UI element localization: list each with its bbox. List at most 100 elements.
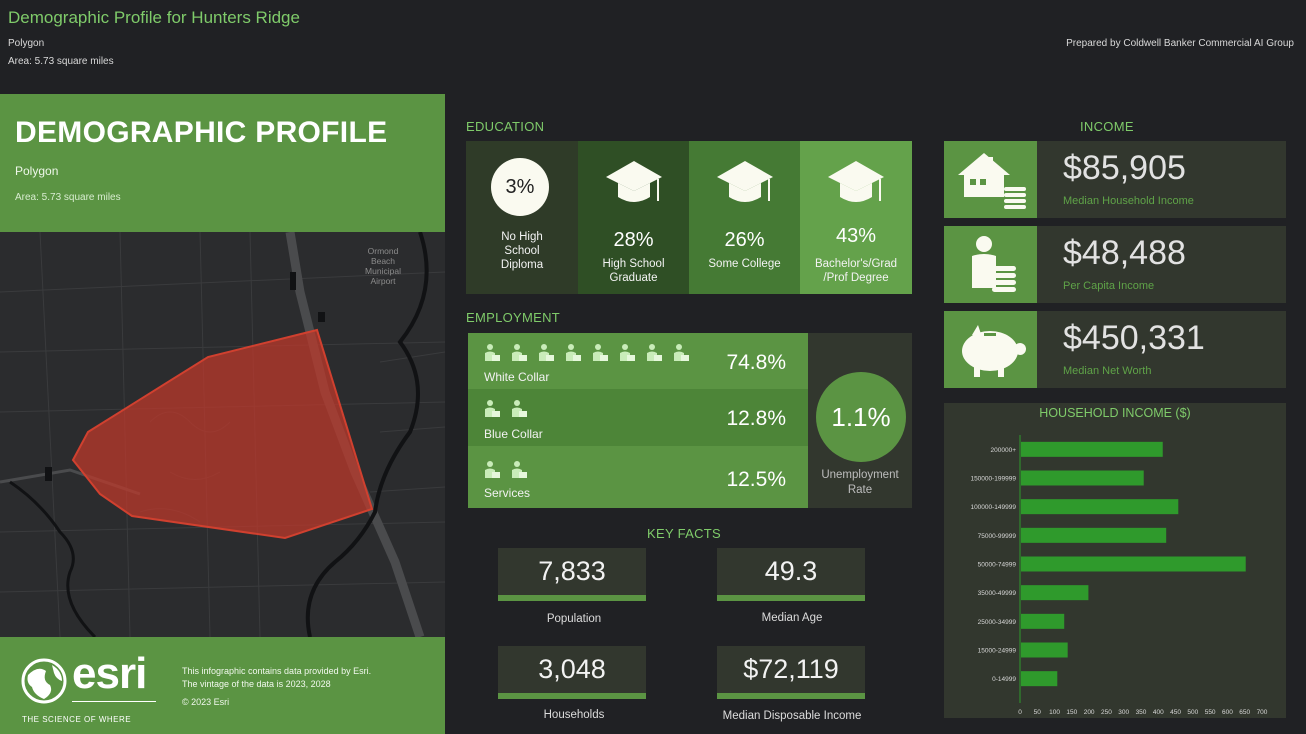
footer-panel <box>0 637 445 734</box>
logo-rule <box>72 701 156 702</box>
edu-pct: 28% <box>613 229 654 251</box>
edu-pct: 43% <box>835 225 877 247</box>
income-net-worth: $450,331 Median Net Worth <box>1037 311 1286 388</box>
bar-35000-49999 <box>1021 585 1089 601</box>
worker-icon <box>483 399 501 424</box>
unemployment-value: 1.1% <box>816 372 906 462</box>
x-tick-label: 300 <box>1118 709 1129 716</box>
category-label: 35000-49999 <box>978 590 1017 597</box>
edu-label: No High School Diploma <box>500 231 544 271</box>
unemployment-label: Unemployment Rate <box>821 469 899 496</box>
bar-75000-99999 <box>1021 527 1167 543</box>
worker-icons <box>483 460 528 485</box>
profile-header-panel <box>0 94 445 232</box>
edu-label: Some College <box>708 258 781 270</box>
emp-value: 12.8% <box>726 407 786 430</box>
key-facts-title: KEY FACTS <box>647 526 721 541</box>
emp-value: 74.8% <box>726 351 786 374</box>
bar-150000-199999 <box>1021 470 1144 486</box>
bar-15000-24999 <box>1021 642 1068 658</box>
worker-icon <box>645 343 663 368</box>
x-tick-label: 200 <box>1084 709 1095 716</box>
edu-bachelors: 43% Bachelor's/Grad /Prof Degree <box>800 141 912 294</box>
prepared-by: Prepared by Coldwell Banker Commercial A… <box>1066 38 1294 49</box>
category-label: 150000-199999 <box>970 476 1016 483</box>
airport-label: Ormond Beach Municipal Airport <box>365 246 401 286</box>
emp-value: 12.5% <box>726 468 786 491</box>
graduation-cap-icon <box>828 161 884 202</box>
worker-icon <box>591 343 609 368</box>
logo-wordmark: esri <box>72 649 147 698</box>
worker-icon <box>510 460 528 485</box>
footer-copyright: © 2023 Esri <box>182 697 230 707</box>
worker-icons <box>483 343 690 368</box>
worker-icon <box>564 343 582 368</box>
income-icon-tile <box>944 226 1037 303</box>
edu-pct-circle: 3% <box>491 158 549 216</box>
esri-logo: esri THE SCIENCE OF WHERE <box>20 649 160 727</box>
household-income-chart: 200000+ 150000-199999 100000-149999 75000-9… <box>970 435 1268 716</box>
emp-row-services: Services 12.5% <box>468 446 808 508</box>
x-tick-label: 550 <box>1205 709 1216 716</box>
kf-households-value: 3,048 <box>498 646 646 699</box>
kf-median-age-label: Median Age <box>761 612 823 624</box>
bar-100000-149999 <box>1021 499 1179 515</box>
kf-disposable-income-label: Median Disposable Income <box>722 710 862 722</box>
worker-icon <box>483 460 501 485</box>
profile-title: DEMOGRAPHIC PROFILE <box>15 116 388 149</box>
category-label: 25000-34999 <box>978 619 1017 626</box>
footer-line-1: This infographic contains data provided … <box>182 666 372 676</box>
worker-icons <box>483 399 528 424</box>
kf-median-age-value: 49.3 <box>717 548 865 601</box>
income-value: $450,331 <box>1063 319 1205 357</box>
kf-population-value: 7,833 <box>498 548 646 601</box>
kf-population-label: Population <box>546 613 602 625</box>
page-title: Demographic Profile for Hunters Ridge <box>8 8 300 27</box>
x-tick-label: 50 <box>1034 709 1042 716</box>
income-value: $48,488 <box>1063 234 1186 272</box>
kf-households-label: Households <box>543 709 605 721</box>
employment-title: EMPLOYMENT <box>466 310 561 325</box>
income-per-capita: $48,488 Per Capita Income <box>1037 226 1286 303</box>
x-tick-label: 700 <box>1257 709 1268 716</box>
area-map[interactable]: Ormond Beach Municipal Airport <box>0 232 445 637</box>
emp-label: White Collar <box>484 370 550 384</box>
income-label: Median Net Worth <box>1063 365 1152 377</box>
x-tick-label: 400 <box>1153 709 1164 716</box>
edu-pct: 26% <box>724 229 765 251</box>
footer-line-2: The vintage of the data is 2023, 2028 <box>182 679 331 689</box>
category-label: 50000-74999 <box>978 562 1017 569</box>
emp-row-blue-collar: Blue Collar 12.8% <box>468 389 808 446</box>
header-subtitle: Polygon <box>8 38 45 49</box>
x-tick-label: 500 <box>1187 709 1198 716</box>
edu-label: High School Graduate <box>602 258 665 284</box>
income-icon-tile <box>944 311 1037 388</box>
bar-200000+ <box>1021 441 1163 457</box>
worker-icon <box>672 343 690 368</box>
category-label: 100000-149999 <box>970 504 1016 511</box>
edu-no-diploma: 3% No High School Diploma <box>466 141 578 294</box>
x-tick-label: 450 <box>1170 709 1181 716</box>
unemployment-panel: 1.1% Unemployment Rate <box>808 333 912 508</box>
bar-50000-74999 <box>1021 556 1246 572</box>
edu-high-school: 28% High School Graduate <box>578 141 689 294</box>
x-tick-label: 0 <box>1018 709 1022 716</box>
income-label: Per Capita Income <box>1063 280 1155 292</box>
bar-25000-34999 <box>1021 613 1065 629</box>
profile-subtitle: Polygon <box>15 164 59 178</box>
income-value: $85,905 <box>1063 149 1186 187</box>
kf-disposable-income-value: $72,119 <box>717 646 865 699</box>
category-label: 75000-99999 <box>978 533 1017 540</box>
education-title: EDUCATION <box>466 119 545 134</box>
category-label: 200000+ <box>991 447 1017 454</box>
edu-some-college: 26% Some College <box>689 141 800 294</box>
chart-title: HOUSEHOLD INCOME ($) <box>1039 406 1191 420</box>
header-area: Area: 5.73 square miles <box>8 56 114 67</box>
emp-label: Blue Collar <box>484 427 543 441</box>
x-tick-label: 650 <box>1239 709 1250 716</box>
x-tick-label: 150 <box>1066 709 1077 716</box>
worker-icon <box>483 343 501 368</box>
income-title: INCOME <box>1080 119 1134 134</box>
emp-label: Services <box>484 486 531 500</box>
x-tick-label: 350 <box>1136 709 1147 716</box>
